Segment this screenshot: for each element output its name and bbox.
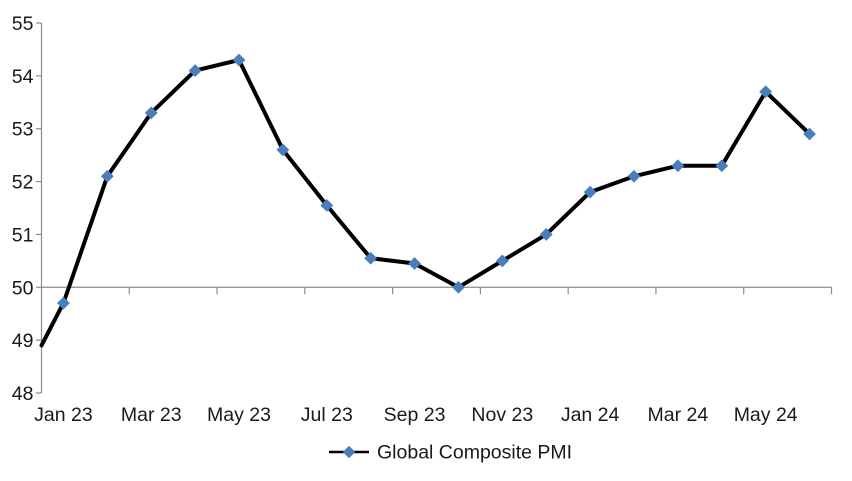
data-point-marker	[539, 228, 553, 241]
data-point-marker	[671, 159, 685, 173]
data-point-marker	[715, 159, 729, 173]
legend-diamond-marker-icon	[342, 445, 356, 459]
data-point-marker	[803, 127, 816, 141]
data-point-marker	[276, 143, 290, 157]
x-axis-tick-label: Mar 23	[121, 404, 182, 426]
data-point-marker	[144, 106, 158, 120]
data-point-marker	[100, 169, 114, 183]
y-axis-tick-label: 52	[12, 172, 34, 194]
data-point-marker	[320, 198, 334, 212]
x-axis-tick-label: Nov 23	[471, 404, 533, 426]
axes: 48 49 50 51 52 53 54 55 Jan 23 Mar 23 May 23 Jul 23…	[12, 13, 833, 426]
data-point-marker	[627, 169, 641, 183]
legend-label: Global Composite PMI	[377, 442, 572, 464]
data-point-marker	[495, 254, 509, 268]
y-axis-tick-label: 51	[12, 224, 34, 246]
series-line	[39, 58, 812, 348]
y-axis-tick-label: 49	[12, 330, 34, 352]
x-axis-tick-label: Sep 23	[384, 404, 446, 426]
x-axis-tick-label: Mar 24	[648, 404, 709, 426]
y-axis-tick-label: 53	[12, 119, 34, 141]
data-point-marker	[759, 85, 773, 99]
data-point-marker	[583, 185, 597, 199]
y-axis-tick-label: 50	[12, 277, 34, 299]
data-point-marker	[188, 64, 202, 77]
x-axis-tick-label: May 23	[207, 404, 271, 426]
legend: Global Composite PMI	[329, 442, 572, 464]
x-axis-tick-label: Jul 23	[301, 404, 353, 426]
data-point-marker	[408, 257, 421, 270]
data-point-marker	[452, 280, 465, 294]
y-axis-tick-label: 48	[12, 383, 34, 405]
y-axis-tick-label: 54	[12, 66, 34, 88]
data-point-marker	[57, 296, 70, 310]
data-point-marker	[232, 53, 246, 67]
x-axis-tick-label: Jan 24	[561, 404, 620, 426]
data-point-marker	[364, 251, 378, 265]
y-axis-tick-label: 55	[12, 13, 34, 35]
x-axis-tick-label: Jan 23	[34, 404, 93, 426]
series-global-composite-pmi	[39, 53, 816, 348]
x-axis-tick-label: May 24	[734, 404, 798, 426]
